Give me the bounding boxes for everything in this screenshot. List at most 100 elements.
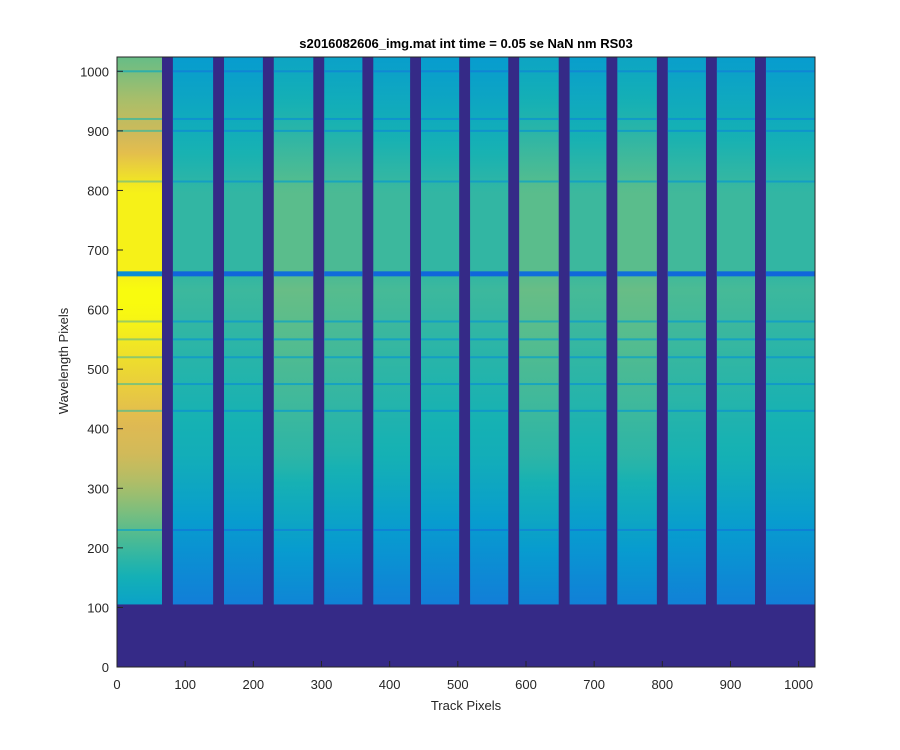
- x-axis: 0 100 200 300 400 500 600 700 800 900 1000: [113, 661, 813, 692]
- absorption-line: [617, 117, 657, 120]
- absorption-line: [172, 528, 214, 531]
- absorption-line: [617, 271, 657, 277]
- absorption-line: [224, 320, 263, 323]
- absorption-line: [667, 383, 706, 386]
- absorption-line: [519, 356, 559, 359]
- absorption-line: [617, 356, 657, 359]
- absorption-line: [373, 70, 411, 73]
- x-tick-label: 200: [242, 677, 264, 692]
- absorption-line: [273, 383, 314, 386]
- y-tick-label: 800: [87, 183, 109, 198]
- absorption-line: [373, 180, 411, 183]
- x-tick-label: 0: [113, 677, 120, 692]
- absorption-line: [716, 320, 756, 323]
- y-tick-label: 0: [102, 660, 109, 675]
- track-2: [172, 57, 214, 605]
- absorption-line: [273, 117, 314, 120]
- absorption-line: [470, 271, 509, 277]
- absorption-line: [324, 338, 363, 341]
- absorption-line: [470, 383, 509, 386]
- y-tick-label: 100: [87, 600, 109, 615]
- absorption-line: [716, 356, 756, 359]
- absorption-line: [765, 117, 815, 120]
- absorption-line: [117, 129, 162, 132]
- absorption-line: [117, 117, 162, 120]
- absorption-line: [667, 338, 706, 341]
- absorption-line: [765, 383, 815, 386]
- track-5: [324, 57, 363, 605]
- absorption-line: [470, 180, 509, 183]
- absorption-line: [470, 409, 509, 412]
- absorption-line: [224, 70, 263, 73]
- absorption-line: [569, 356, 607, 359]
- absorption-line: [224, 383, 263, 386]
- absorption-line: [172, 117, 214, 120]
- absorption-line: [421, 70, 460, 73]
- track-10: [569, 57, 607, 605]
- absorption-line: [172, 180, 214, 183]
- y-tick-label: 200: [87, 541, 109, 556]
- absorption-line: [569, 383, 607, 386]
- absorption-line: [569, 180, 607, 183]
- x-tick-label: 800: [651, 677, 673, 692]
- absorption-line: [765, 356, 815, 359]
- absorption-line: [224, 180, 263, 183]
- absorption-line: [373, 338, 411, 341]
- absorption-line: [373, 320, 411, 323]
- absorption-line: [470, 338, 509, 341]
- absorption-line: [324, 356, 363, 359]
- track-4: [273, 57, 314, 605]
- absorption-line: [421, 356, 460, 359]
- absorption-line: [421, 129, 460, 132]
- absorption-line: [470, 320, 509, 323]
- absorption-line: [172, 271, 214, 277]
- axes-box: [116, 56, 816, 668]
- absorption-line: [765, 320, 815, 323]
- absorption-line: [421, 271, 460, 277]
- absorption-line: [667, 409, 706, 412]
- y-tick-label: 600: [87, 303, 109, 318]
- y-axis-label: Wavelength Pixels: [56, 307, 71, 414]
- absorption-line: [373, 129, 411, 132]
- absorption-line: [765, 129, 815, 132]
- absorption-line: [224, 338, 263, 341]
- absorption-line: [373, 117, 411, 120]
- absorption-line: [519, 338, 559, 341]
- track-1: [117, 57, 162, 605]
- absorption-line: [765, 338, 815, 341]
- absorption-line: [667, 320, 706, 323]
- absorption-line: [273, 528, 314, 531]
- y-axis: 0 100 200 300 400 500 600 700 800 900 1000: [80, 64, 123, 675]
- absorption-line: [421, 528, 460, 531]
- x-tick-label: 1000: [784, 677, 813, 692]
- absorption-line: [224, 409, 263, 412]
- absorption-line: [569, 117, 607, 120]
- absorption-line: [324, 70, 363, 73]
- absorption-line: [470, 528, 509, 531]
- absorption-line: [273, 320, 314, 323]
- plot-area: [116, 56, 816, 668]
- absorption-line: [324, 528, 363, 531]
- absorption-line: [716, 338, 756, 341]
- absorption-line: [569, 70, 607, 73]
- absorption-line: [117, 338, 162, 341]
- absorption-line: [273, 70, 314, 73]
- absorption-line: [765, 528, 815, 531]
- absorption-line: [421, 180, 460, 183]
- absorption-line: [117, 70, 162, 73]
- absorption-line: [324, 383, 363, 386]
- absorption-line: [617, 383, 657, 386]
- absorption-line: [569, 129, 607, 132]
- absorption-line: [273, 409, 314, 412]
- absorption-line: [117, 320, 162, 323]
- absorption-line: [765, 271, 815, 277]
- absorption-line: [519, 117, 559, 120]
- y-tick-label: 300: [87, 481, 109, 496]
- track-13: [716, 57, 756, 605]
- absorption-line: [519, 180, 559, 183]
- absorption-line: [117, 409, 162, 412]
- plot-background: [117, 57, 815, 667]
- chart-title: s2016082606_img.mat int time = 0.05 se N…: [299, 36, 633, 51]
- absorption-line: [716, 180, 756, 183]
- absorption-line: [324, 129, 363, 132]
